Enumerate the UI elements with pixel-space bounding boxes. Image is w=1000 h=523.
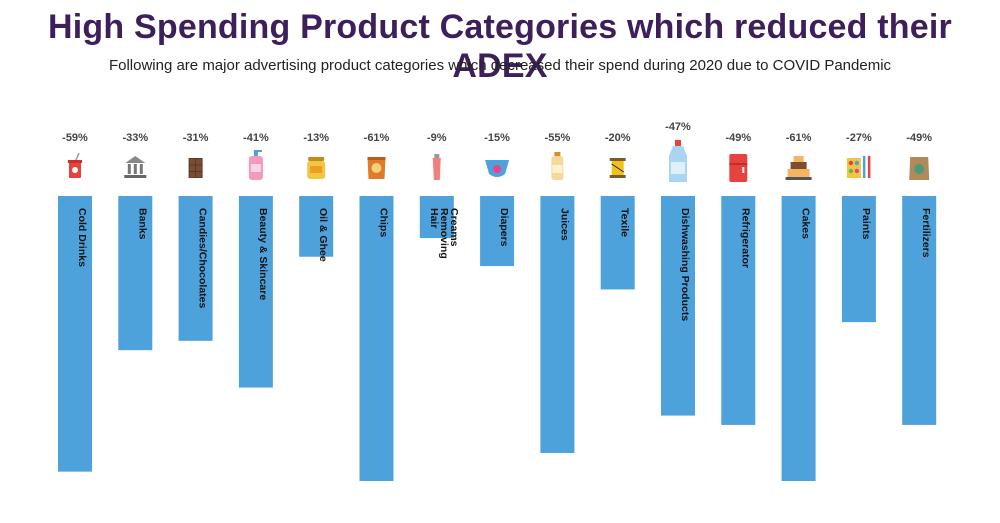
- category-label: Paints: [860, 208, 872, 240]
- bar: [118, 196, 153, 351]
- bank-icon: [124, 156, 147, 178]
- data-label: -20%: [605, 132, 631, 144]
- data-label: -9%: [427, 132, 447, 144]
- category-label: Diapers: [498, 208, 510, 247]
- data-label: -49%: [906, 132, 932, 144]
- bar: [781, 196, 816, 481]
- dish-soap-icon: [669, 140, 687, 182]
- bar: [480, 196, 515, 267]
- bar: [721, 196, 756, 425]
- chart-subtitle: Following are major advertising product …: [108, 57, 892, 74]
- bar: [600, 196, 635, 290]
- data-label: -55%: [545, 132, 571, 144]
- category-label: Beauty & Skincare: [257, 208, 269, 300]
- data-label: -27%: [846, 132, 872, 144]
- data-label: -33%: [122, 132, 148, 144]
- category-label: Cold Drinks: [76, 208, 88, 267]
- data-label: -41%: [243, 132, 269, 144]
- bar: [299, 196, 334, 257]
- bar: [58, 196, 92, 472]
- data-label: -31%: [183, 132, 209, 144]
- category-label: Refrigerator: [739, 208, 751, 268]
- data-label: -59%: [62, 132, 88, 144]
- category-label: Dishwashing Products: [679, 208, 691, 321]
- bar: [661, 196, 695, 416]
- bar: [841, 196, 876, 323]
- oil-jar-icon: [307, 157, 326, 179]
- soda-cup-icon: [68, 152, 82, 178]
- refrigerator-icon: [729, 154, 748, 182]
- data-label: -13%: [303, 132, 329, 144]
- chocolate-icon: [188, 158, 203, 178]
- bar: [359, 196, 394, 481]
- bar: [178, 196, 213, 341]
- category-label: Chips: [378, 208, 390, 237]
- category-label: Cakes: [800, 208, 812, 239]
- category-label: Banks: [136, 208, 148, 240]
- thread-spool-icon: [609, 158, 626, 178]
- bar: [902, 196, 937, 425]
- bar: [540, 196, 575, 453]
- bar: [419, 196, 454, 239]
- chips-bag-icon: [367, 157, 386, 179]
- category-label: Fertilizers: [920, 208, 932, 258]
- chart-title: High Spending Product Categories which r…: [48, 8, 952, 85]
- cream-tube-icon: [432, 154, 441, 180]
- lotion-bottle-icon: [248, 150, 263, 180]
- data-label: -15%: [484, 132, 510, 144]
- bar: [238, 196, 273, 388]
- data-label: -61%: [364, 132, 390, 144]
- category-label: Texile: [619, 208, 631, 237]
- data-label: -47%: [665, 121, 691, 133]
- data-label: -61%: [786, 132, 812, 144]
- data-label: -49%: [725, 132, 751, 144]
- category-label: HairRemovingCreams: [428, 208, 460, 259]
- cake-icon: [785, 156, 812, 180]
- category-label: Juices: [558, 208, 570, 241]
- category-label: Oil & Ghee: [317, 208, 329, 262]
- juice-bottle-icon: [551, 152, 564, 180]
- paint-palette-icon: [846, 156, 871, 178]
- diaper-icon: [485, 160, 510, 177]
- fertilizer-bag-icon: [909, 157, 930, 180]
- category-label: Candies/Chocolates: [197, 208, 209, 309]
